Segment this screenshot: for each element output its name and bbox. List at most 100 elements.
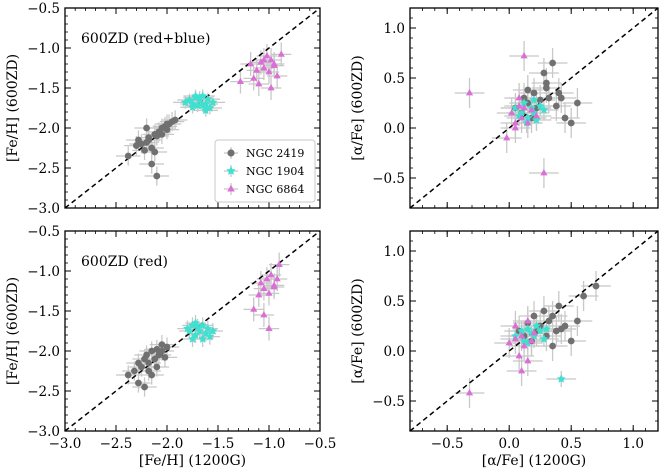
y-axis-label: [Fe/H] (600ZD) [5, 277, 21, 385]
panel-alpha-red: −0.5 0.0 0.5 1.0 −0.5 0.0 0.5 1.0 [α/Fe] (600ZD)… [350, 230, 659, 469]
data-point [163, 343, 171, 351]
data-point [515, 94, 523, 101]
x-tick-label: 0.0 [498, 436, 519, 452]
data-point [555, 302, 563, 310]
data-point [247, 60, 255, 67]
data-point [519, 98, 529, 107]
data-point [561, 114, 569, 122]
data-point [205, 332, 215, 341]
data-point [135, 136, 142, 144]
data-point [540, 307, 548, 315]
data-point [135, 379, 142, 387]
data-point [520, 342, 528, 349]
data-point [511, 119, 519, 126]
data-point [511, 124, 519, 131]
data-point [523, 113, 533, 122]
data-point [532, 112, 541, 119]
y-tick-label: −3.0 [27, 201, 60, 217]
data-point [208, 97, 218, 107]
data-point [250, 305, 258, 312]
series-ngc-1904 [180, 91, 218, 115]
data-point [277, 50, 285, 57]
identity-line [65, 231, 320, 431]
data-point [540, 69, 548, 77]
data-point [515, 352, 523, 359]
data-point [542, 324, 551, 333]
plot-area [65, 8, 320, 208]
data-point [511, 335, 519, 342]
data-point [556, 374, 566, 383]
x-tick-label: −2.5 [100, 436, 133, 452]
data-point [465, 89, 474, 96]
y-tick-label: −2.0 [27, 121, 60, 137]
y-tick-label: 0.0 [384, 344, 405, 360]
data-point [520, 94, 528, 102]
x-tick-label: −2.0 [151, 436, 184, 452]
data-point [265, 289, 273, 296]
data-point [535, 101, 545, 110]
data-point [148, 160, 156, 168]
data-point [193, 101, 202, 110]
data-point [270, 283, 278, 290]
data-point [557, 325, 565, 333]
y-tick-label: 1.0 [384, 21, 405, 37]
data-point [549, 342, 556, 350]
identity-line [410, 231, 658, 431]
data-point [503, 134, 511, 141]
data-point [567, 119, 575, 127]
data-point [255, 80, 263, 87]
data-point [145, 136, 153, 144]
series-ngc-6864 [236, 50, 285, 91]
data-point [543, 79, 550, 87]
x-tick-label: 1.0 [622, 436, 643, 452]
x-tick-label: −3.0 [49, 436, 82, 452]
y-tick-label: 0.5 [384, 71, 405, 87]
data-point [153, 346, 161, 353]
data-point [161, 354, 169, 361]
data-point [250, 74, 258, 81]
identity-line [410, 8, 658, 208]
plot-area [65, 231, 320, 431]
data-point [270, 61, 278, 68]
data-point [185, 326, 194, 335]
y-tick-label: −1.0 [27, 41, 60, 57]
data-point [255, 291, 263, 298]
plot-area [410, 8, 658, 208]
data-point [253, 66, 261, 73]
x-tick-label: −1.5 [202, 436, 235, 452]
legend-label: NGC 2419 [246, 147, 304, 160]
data-point [201, 105, 211, 115]
data-point [518, 332, 526, 339]
data-point [511, 103, 520, 112]
data-point [539, 105, 549, 114]
y-tick-label: −1.0 [27, 264, 60, 280]
data-point [465, 389, 474, 396]
data-point [153, 172, 161, 180]
data-point [195, 326, 205, 335]
data-point [163, 126, 171, 133]
data-point [188, 334, 197, 343]
y-tick-label: 1.0 [384, 244, 405, 260]
data-point [508, 109, 516, 116]
data-point [257, 279, 265, 286]
data-point [158, 131, 166, 138]
series-ngc-6864 [250, 260, 283, 331]
y-tick-label: −0.5 [27, 1, 60, 17]
legend-marker [226, 166, 236, 175]
y-axis-label: [α/Fe] (600ZD) [350, 278, 366, 383]
data-point [524, 317, 532, 324]
legend-marker [227, 184, 235, 192]
ticks: −3.0 −2.5 −2.0 −1.5 −1.0 −0.5 [27, 1, 321, 217]
data-point [524, 119, 532, 126]
data-point [520, 52, 528, 59]
data-point [143, 124, 151, 132]
data-point [151, 148, 159, 156]
data-point [549, 59, 556, 67]
data-point [532, 115, 541, 124]
data-point [552, 102, 560, 110]
data-point [133, 142, 140, 150]
data-point [518, 367, 526, 374]
panel-annotation: 600ZD (red) [81, 254, 168, 270]
data-point [520, 104, 528, 111]
